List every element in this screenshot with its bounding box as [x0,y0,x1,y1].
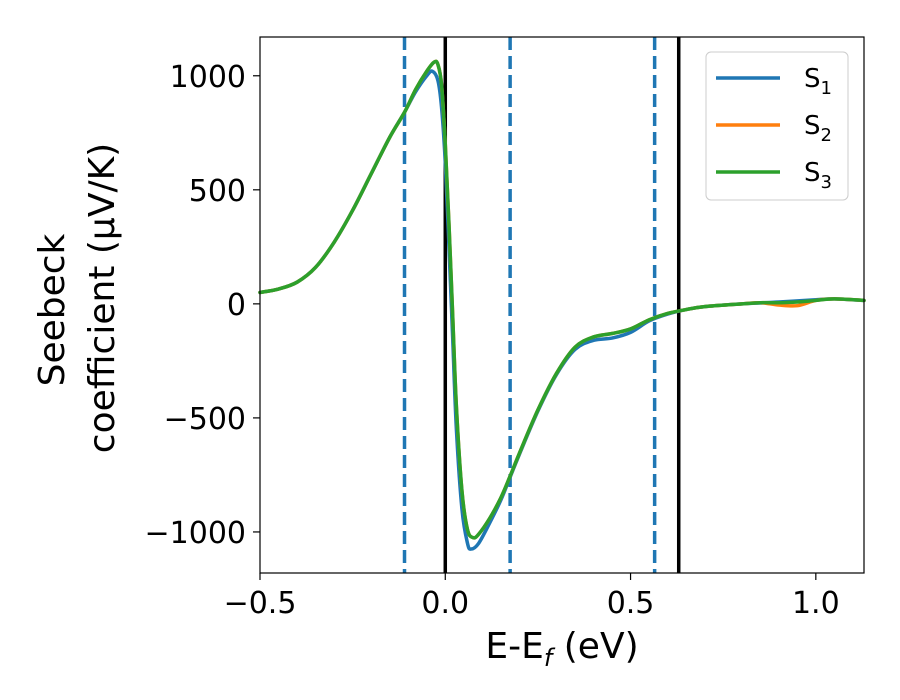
x-tick-label: 0.5 [607,586,655,621]
x-tick-label: 0.0 [421,586,469,621]
series-line-S3 [258,59,866,540]
y-tick-label: −500 [164,402,246,437]
y-tick-label: −1000 [145,516,246,551]
x-tick-label: −0.5 [224,586,297,621]
y-tick-label: 0 [227,288,246,323]
x-tick-label: 1.0 [792,586,840,621]
legend-items: S1 S2 S3 [716,64,832,193]
y-tick-label: 1000 [170,60,246,95]
y-tick-label: 500 [189,174,246,209]
y-axis-ticks: 1000 500 0 −500 −1000 [145,60,260,551]
plot-frame [259,36,865,574]
x-axis-ticks: −0.5 0.0 0.5 1.0 [224,573,840,621]
y-axis-title-line1: Seebeck [32,233,73,386]
series-lines [258,59,866,551]
legend-label-S2: S2 [804,111,832,146]
x-axis-title: E-Ef (eV) [485,626,638,672]
legend-label-S3: S3 [804,158,832,193]
legend: S1 S2 S3 [705,51,849,201]
y-axis-title-line2: coefficient (μV/K) [82,143,123,453]
legend-label-S1: S1 [804,64,832,99]
vertical-reference-lines [402,37,681,573]
